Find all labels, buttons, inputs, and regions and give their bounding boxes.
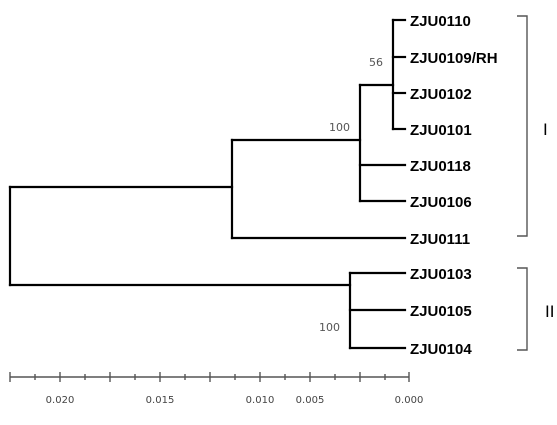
leaf-label: ZJU0110 [410, 13, 471, 30]
leaf-label: ZJU0104 [410, 341, 472, 358]
leaf-label: ZJU0105 [410, 303, 472, 320]
leaf-label: ZJU0102 [410, 86, 472, 103]
leaf-labels: ZJU0110 ZJU0109/RH ZJU0102 ZJU0101 ZJU01… [410, 13, 498, 358]
bootstrap-value: 100 [329, 121, 350, 134]
clade-label-i: I [543, 120, 548, 139]
leaf-label: ZJU0101 [410, 122, 472, 139]
clade-bracket-i [517, 15, 528, 237]
clade-brackets: I II [517, 15, 554, 351]
scale-axis: 0.020 0.015 0.010 0.005 0.000 [9, 372, 424, 406]
clade-bracket-ii [517, 267, 528, 351]
bootstrap-value: 56 [369, 56, 383, 69]
bootstrap-values: 56 100 100 [319, 56, 383, 334]
scale-tick-label: 0.000 [395, 395, 424, 406]
leaf-label: ZJU0109/RH [410, 50, 498, 67]
leaf-label: ZJU0111 [410, 231, 470, 248]
leaf-label: ZJU0103 [410, 266, 472, 283]
scale-tick-label: 0.020 [46, 395, 75, 406]
scale-tick-label: 0.005 [296, 395, 325, 406]
clade-label-ii: II [545, 302, 554, 321]
scale-tick-label: 0.015 [146, 395, 175, 406]
leaf-label: ZJU0106 [410, 194, 472, 211]
scale-tick-label: 0.010 [246, 395, 275, 406]
leaf-label: ZJU0118 [410, 158, 471, 175]
tree-branches [8, 18, 407, 350]
bootstrap-value: 100 [319, 321, 340, 334]
